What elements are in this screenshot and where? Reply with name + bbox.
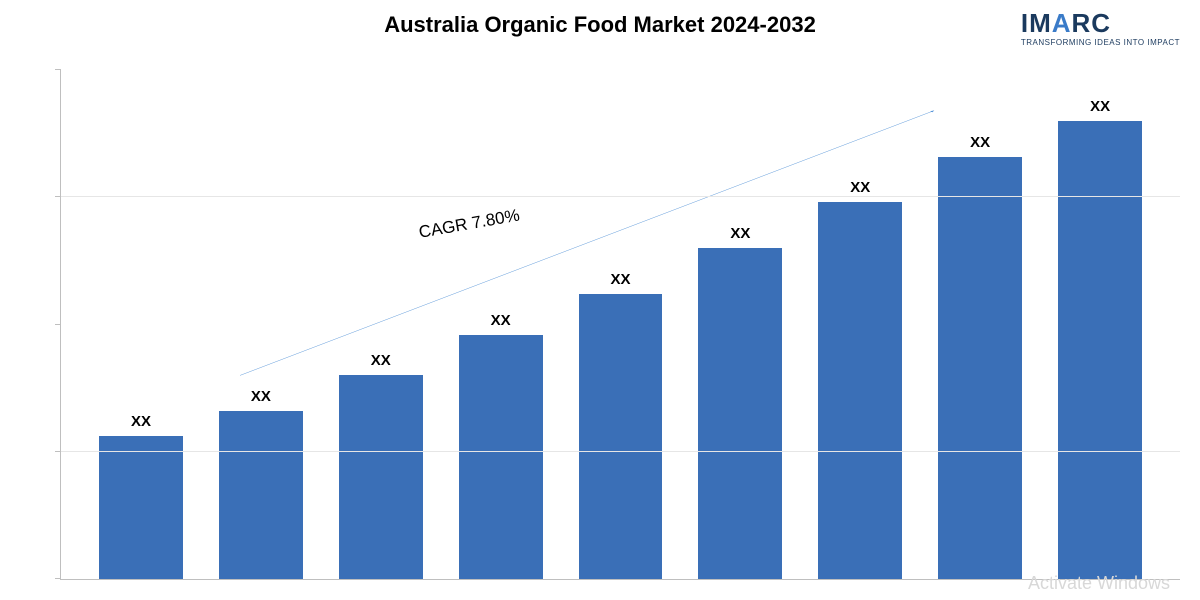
bar	[818, 202, 902, 579]
logo-prefix: IM	[1021, 8, 1052, 38]
bar-value-label: XX	[131, 413, 151, 430]
bar-slot: XX	[321, 70, 441, 579]
bar-value-label: XX	[491, 312, 511, 329]
gridline	[61, 196, 1180, 197]
bar	[219, 411, 303, 579]
bar-slot: XX	[81, 70, 201, 579]
bar-slot: XX	[680, 70, 800, 579]
bar-slot: XX	[1040, 70, 1160, 579]
bar	[1058, 121, 1142, 579]
bar-slot: XX	[561, 70, 681, 579]
brand-logo: IMARC TRANSFORMING IDEAS INTO IMPACT	[1021, 10, 1180, 47]
logo-tagline: TRANSFORMING IDEAS INTO IMPACT	[1021, 38, 1180, 47]
bar-slot: XX	[201, 70, 321, 579]
y-tick	[55, 196, 61, 197]
bar-value-label: XX	[730, 225, 750, 242]
bar	[459, 335, 543, 579]
logo-accent: A	[1052, 8, 1072, 38]
bar	[579, 294, 663, 579]
bar-value-label: XX	[371, 352, 391, 369]
bar	[938, 157, 1022, 579]
gridline	[61, 451, 1180, 452]
bar-slot: XX	[800, 70, 920, 579]
bar-value-label: XX	[850, 179, 870, 196]
y-tick	[55, 451, 61, 452]
bar-value-label: XX	[970, 134, 990, 151]
bar	[99, 436, 183, 579]
y-tick	[55, 324, 61, 325]
bar-value-label: XX	[1090, 98, 1110, 115]
bar-value-label: XX	[611, 271, 631, 288]
bar-value-label: XX	[251, 388, 271, 405]
logo-suffix: RC	[1072, 8, 1112, 38]
bar-slot: XX	[441, 70, 561, 579]
y-tick	[55, 578, 61, 579]
watermark-text: Activate Windows	[1028, 573, 1170, 594]
bar	[698, 248, 782, 579]
logo-main: IMARC	[1021, 10, 1180, 36]
plot-area: XXXXXXXXXXXXXXXXXX CAGR 7.80%	[60, 70, 1180, 580]
chart-area: XXXXXXXXXXXXXXXXXX CAGR 7.80%	[60, 70, 1180, 580]
bars-container: XX XX XX XX XX XX XX XX XX	[61, 70, 1180, 579]
y-tick	[55, 69, 61, 70]
bar-slot: XX	[920, 70, 1040, 579]
bar	[339, 375, 423, 579]
